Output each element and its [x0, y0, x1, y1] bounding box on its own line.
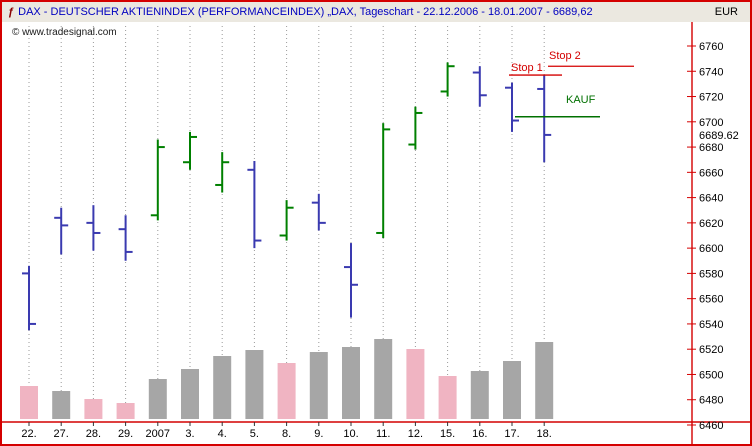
volume-bar	[116, 403, 135, 419]
volume-bar	[342, 347, 360, 419]
volume-bar	[20, 386, 38, 419]
y-tick-label: 6540	[699, 319, 723, 331]
volume-bar	[374, 339, 393, 419]
y-tick-label: 6600	[699, 243, 723, 255]
y-tick-label: 6520	[699, 344, 723, 356]
last-price-label: 6689.62	[699, 130, 739, 142]
ohlc-bar	[215, 152, 230, 193]
y-tick-label: 6640	[699, 193, 723, 205]
x-tick-label: 2007	[146, 428, 170, 440]
x-tick-label: 5.	[250, 428, 259, 440]
chart-title: DAX - DEUTSCHER AKTIENINDEX (PERFORMANCE…	[18, 6, 593, 18]
x-tick-label: 15.	[440, 428, 455, 440]
stop-label: Stop 2	[549, 50, 581, 62]
volume-bar	[213, 356, 232, 419]
ohlc-bar	[86, 205, 101, 251]
plot-area: 6760 6740 6720 6700 6680 6660 6640 6620 6600 6580…	[2, 22, 750, 444]
y-tick-label: 6720	[699, 92, 723, 104]
volume-bar	[148, 379, 167, 419]
copyright-label: © www.tradesignal.com	[12, 27, 117, 38]
ohlc-bar	[472, 66, 487, 107]
x-tick-label: 8.	[282, 428, 291, 440]
volume-bar	[438, 376, 457, 419]
ohlc-bar	[505, 82, 519, 132]
y-tick-label: 6480	[699, 395, 723, 407]
ohlc-bar	[311, 193, 326, 231]
y-tick-label: 6580	[699, 268, 723, 280]
x-tick-label: 3.	[185, 428, 194, 440]
x-tick-label: 28.	[86, 428, 101, 440]
ohlc-bar	[183, 131, 197, 170]
y-tick-label: 6460	[699, 420, 723, 432]
ohlc-bar	[54, 207, 69, 255]
y-tick-label: 6760	[699, 41, 723, 53]
x-tick-label: 4.	[218, 428, 227, 440]
y-tick-label: 6500	[699, 369, 723, 381]
ohlc-bar	[408, 106, 423, 150]
ohlc-bar	[247, 160, 262, 249]
chart-canvas[interactable]: 6760 6740 6720 6700 6680 6660 6640 6620 6600 6580…	[2, 22, 750, 444]
volume-bar	[406, 349, 425, 419]
ohlc-bar	[279, 200, 294, 241]
volume-bar	[277, 363, 296, 419]
currency-label: EUR	[714, 6, 738, 18]
x-tick-label: 27.	[54, 428, 69, 440]
y-tick-label: 6660	[699, 167, 723, 179]
volume-bar	[181, 369, 199, 419]
volume-bar	[309, 352, 328, 419]
y-tick-label: 6740	[699, 66, 723, 78]
ohlc-bar	[150, 139, 165, 221]
x-tick-label: 12.	[408, 428, 423, 440]
x-tick-label: 16.	[472, 428, 487, 440]
x-tick-label: 17.	[504, 428, 519, 440]
volume-bar	[535, 342, 554, 419]
stop-label: Stop 1	[511, 62, 543, 74]
y-tick-label: 6680	[699, 142, 723, 154]
buy-label: KAUF	[566, 94, 596, 106]
ohlc-bar	[344, 243, 358, 318]
ohlc-bar	[376, 123, 391, 239]
x-tick-label: 18.	[537, 428, 552, 440]
ohlc-bar	[118, 215, 133, 261]
ohlc-bar	[22, 265, 36, 331]
x-tick-label: 22.	[21, 428, 36, 440]
volume-bar	[52, 391, 71, 419]
volume-bar	[84, 399, 103, 419]
ohlc-bar	[440, 62, 455, 97]
chart-titlebar: ƒ DAX - DEUTSCHER AKTIENINDEX (PERFORMAN…	[2, 2, 750, 22]
instrument-icon: ƒ	[8, 6, 15, 18]
y-tick-label: 6700	[699, 117, 723, 129]
y-tick-label: 6620	[699, 218, 723, 230]
ohlc-bar	[537, 75, 552, 163]
volume-bar	[470, 371, 489, 419]
x-tick-label: 29.	[118, 428, 133, 440]
x-tick-label: 10.	[343, 428, 358, 440]
volume-bar	[503, 361, 521, 419]
x-tick-label: 9.	[314, 428, 323, 440]
y-tick-label: 6560	[699, 294, 723, 306]
x-tick-label: 11.	[376, 428, 390, 440]
volume-bar	[245, 350, 264, 419]
